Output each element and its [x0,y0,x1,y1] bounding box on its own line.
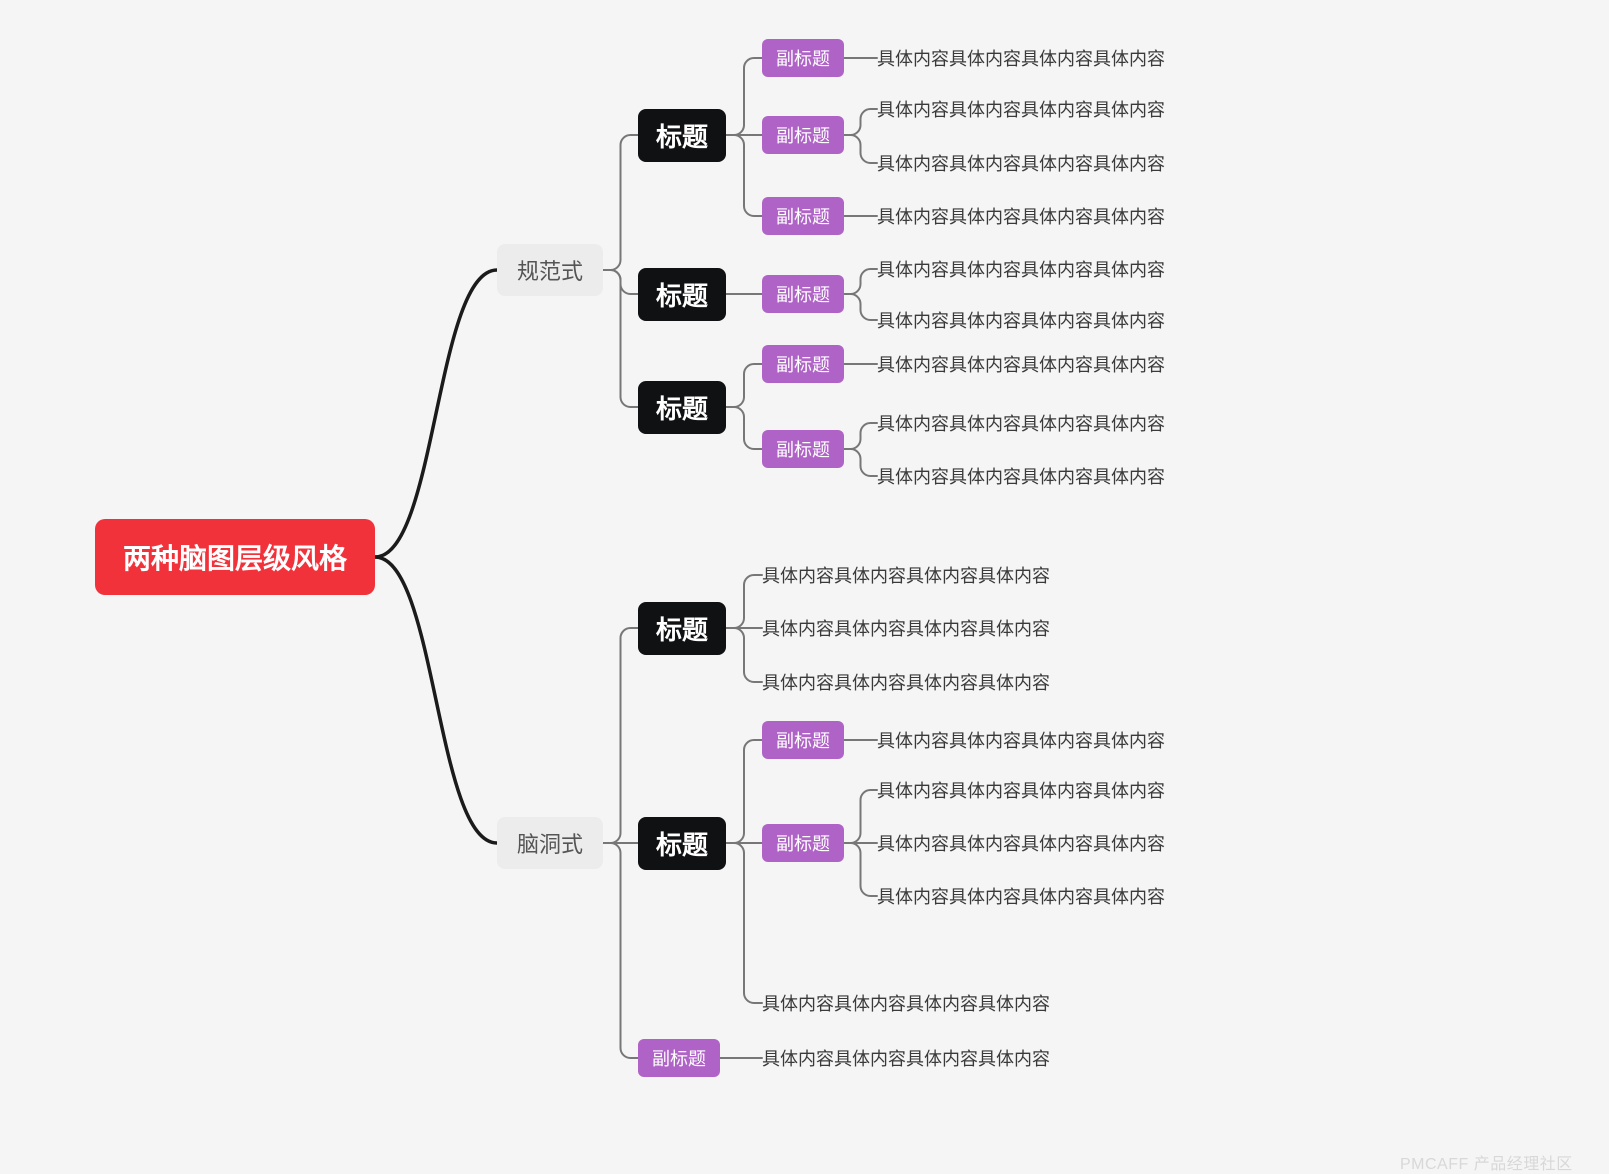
node-L7: 具体内容具体内容具体内容具体内容 [877,351,1165,377]
node-s3: 副标题 [762,197,844,235]
node-L8: 具体内容具体内容具体内容具体内容 [877,410,1165,436]
node-s5: 副标题 [762,345,844,383]
node-L9: 具体内容具体内容具体内容具体内容 [877,463,1165,489]
node-t5: 标题 [638,817,726,870]
node-s4: 副标题 [762,275,844,313]
node-t1: 标题 [638,109,726,162]
node-L6: 具体内容具体内容具体内容具体内容 [877,307,1165,333]
node-LC3: 具体内容具体内容具体内容具体内容 [877,830,1165,856]
node-L4: 具体内容具体内容具体内容具体内容 [877,203,1165,229]
node-s6: 副标题 [762,430,844,468]
node-LC4: 具体内容具体内容具体内容具体内容 [877,883,1165,909]
node-LC2: 具体内容具体内容具体内容具体内容 [877,777,1165,803]
node-L2: 具体内容具体内容具体内容具体内容 [877,96,1165,122]
node-LB1: 具体内容具体内容具体内容具体内容 [762,562,1050,588]
node-L5: 具体内容具体内容具体内容具体内容 [877,256,1165,282]
node-s2: 副标题 [762,116,844,154]
node-L1: 具体内容具体内容具体内容具体内容 [877,45,1165,71]
node-t2: 标题 [638,268,726,321]
node-t3: 标题 [638,381,726,434]
node-LB4: 具体内容具体内容具体内容具体内容 [762,990,1050,1016]
node-s7: 副标题 [762,721,844,759]
node-t4: 标题 [638,602,726,655]
node-root: 两种脑图层级风格 [95,519,375,595]
node-s8: 副标题 [762,824,844,862]
node-b1: 规范式 [497,244,603,296]
node-LD1: 具体内容具体内容具体内容具体内容 [762,1045,1050,1071]
mindmap-canvas: 两种脑图层级风格规范式脑洞式标题标题标题副标题副标题副标题副标题副标题副标题具体… [0,0,1609,1171]
node-s1: 副标题 [762,39,844,77]
watermark: PMCAFF 产品经理社区 [1400,1150,1573,1174]
node-b2: 脑洞式 [497,817,603,869]
node-LB3: 具体内容具体内容具体内容具体内容 [762,669,1050,695]
node-LC1: 具体内容具体内容具体内容具体内容 [877,727,1165,753]
node-LB2: 具体内容具体内容具体内容具体内容 [762,615,1050,641]
node-s9: 副标题 [638,1039,720,1077]
node-L3: 具体内容具体内容具体内容具体内容 [877,150,1165,176]
